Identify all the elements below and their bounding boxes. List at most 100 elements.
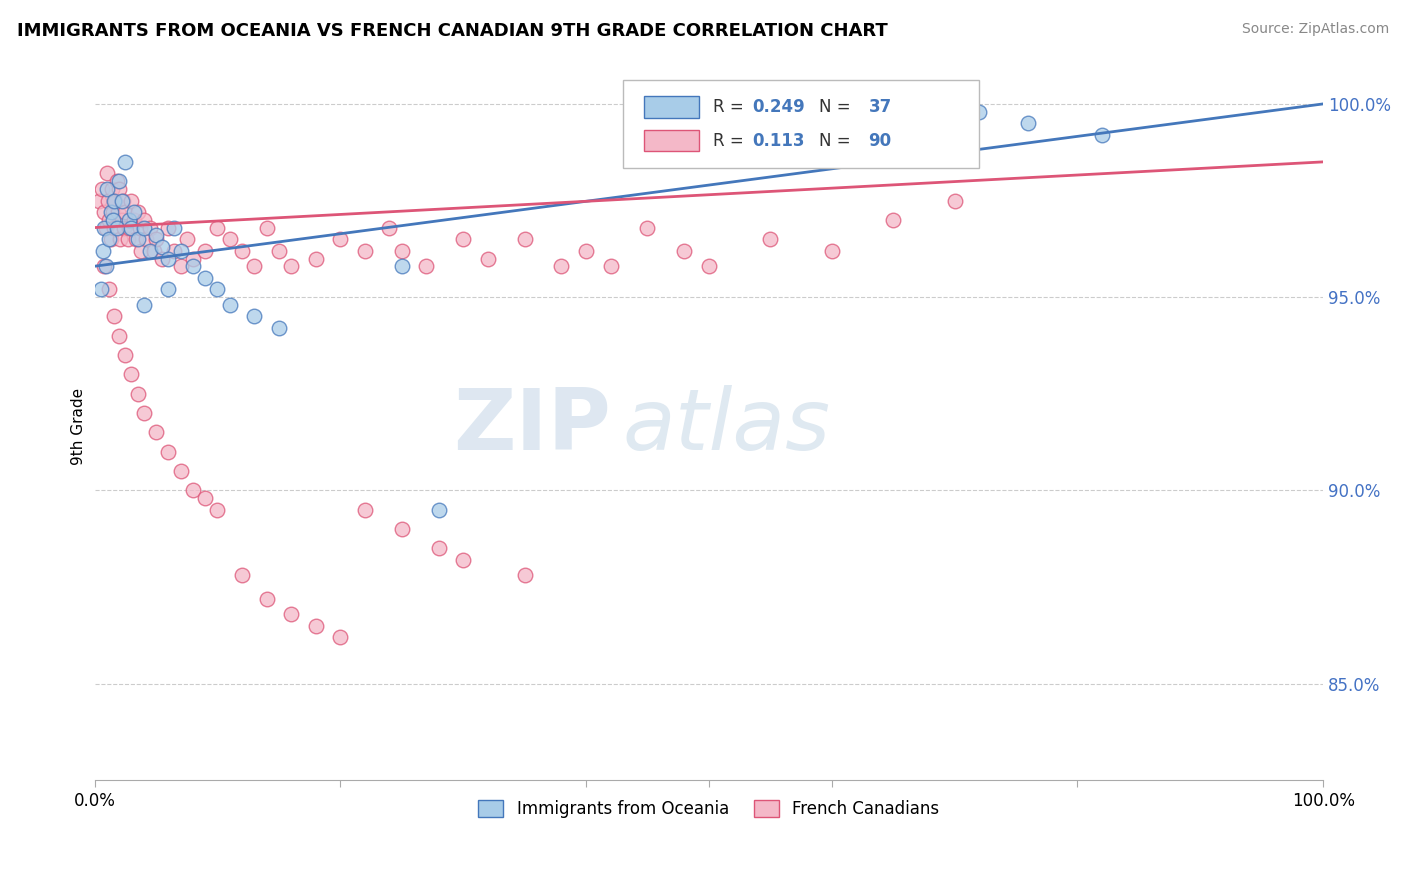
Point <box>194 270 217 285</box>
Point <box>427 541 450 556</box>
Point <box>821 244 844 258</box>
Point <box>118 212 141 227</box>
Point <box>103 194 125 208</box>
Text: 0.113: 0.113 <box>752 132 804 150</box>
Point <box>1017 116 1039 130</box>
Point <box>129 244 152 258</box>
Point <box>967 104 990 119</box>
Point <box>96 182 118 196</box>
Point <box>100 205 122 219</box>
Point <box>451 232 474 246</box>
Text: N =: N = <box>820 98 856 116</box>
Point <box>673 244 696 258</box>
Point <box>280 607 302 621</box>
Legend: Immigrants from Oceania, French Canadians: Immigrants from Oceania, French Canadian… <box>471 794 946 825</box>
Point <box>218 298 240 312</box>
Point <box>91 244 114 258</box>
Point <box>132 220 155 235</box>
Point <box>354 244 377 258</box>
Point <box>176 232 198 246</box>
Point <box>329 232 352 246</box>
Point <box>139 220 162 235</box>
Point <box>157 252 180 266</box>
Point <box>943 194 966 208</box>
Point <box>513 232 536 246</box>
Point <box>101 212 124 227</box>
Point <box>93 259 115 273</box>
Point <box>91 182 114 196</box>
Point <box>1091 128 1114 142</box>
Point <box>636 220 658 235</box>
Point <box>100 182 122 196</box>
Point <box>759 232 782 246</box>
Text: IMMIGRANTS FROM OCEANIA VS FRENCH CANADIAN 9TH GRADE CORRELATION CHART: IMMIGRANTS FROM OCEANIA VS FRENCH CANADI… <box>17 22 887 40</box>
Point <box>114 348 136 362</box>
Point <box>122 212 145 227</box>
Point <box>96 166 118 180</box>
FancyBboxPatch shape <box>623 80 979 169</box>
Point <box>163 220 186 235</box>
Point <box>104 194 127 208</box>
Point <box>697 259 720 273</box>
Point <box>329 630 352 644</box>
Text: 37: 37 <box>869 98 891 116</box>
Point <box>256 220 278 235</box>
Point <box>107 205 129 219</box>
Point <box>181 252 204 266</box>
Point <box>103 310 125 324</box>
Point <box>207 502 229 516</box>
Point <box>157 444 180 458</box>
Text: atlas: atlas <box>623 385 831 468</box>
Point <box>157 220 180 235</box>
Point <box>90 282 112 296</box>
Point <box>125 232 148 246</box>
Point <box>207 220 229 235</box>
Point <box>427 502 450 516</box>
Point <box>181 483 204 498</box>
Point <box>169 259 191 273</box>
Point <box>267 321 290 335</box>
Point <box>169 464 191 478</box>
Point <box>378 220 401 235</box>
Point <box>513 568 536 582</box>
Point <box>477 252 499 266</box>
Point <box>127 386 149 401</box>
Point <box>145 425 167 440</box>
Point <box>97 194 120 208</box>
Point <box>575 244 598 258</box>
Point <box>94 259 117 273</box>
Point <box>391 244 413 258</box>
Point <box>120 368 142 382</box>
Point <box>135 232 157 246</box>
Point <box>142 244 165 258</box>
Text: R =: R = <box>713 132 748 150</box>
Point <box>120 220 142 235</box>
Point <box>207 282 229 296</box>
Point <box>108 174 131 188</box>
Text: 90: 90 <box>869 132 891 150</box>
Point <box>305 252 328 266</box>
Point <box>169 244 191 258</box>
Point <box>110 194 132 208</box>
Point <box>157 282 180 296</box>
Point <box>101 205 124 219</box>
Point <box>181 259 204 273</box>
Point <box>98 212 121 227</box>
Point <box>243 259 266 273</box>
Point <box>415 259 437 273</box>
Point <box>105 174 128 188</box>
Point <box>391 522 413 536</box>
Text: N =: N = <box>820 132 856 150</box>
Point <box>93 220 115 235</box>
Text: 0.249: 0.249 <box>752 98 804 116</box>
Y-axis label: 9th Grade: 9th Grade <box>72 388 86 466</box>
Point <box>599 259 621 273</box>
Point <box>354 502 377 516</box>
Point <box>882 212 904 227</box>
Point <box>108 328 131 343</box>
Point <box>108 182 131 196</box>
Point <box>218 232 240 246</box>
Point <box>231 244 253 258</box>
Point <box>111 194 134 208</box>
Point <box>550 259 572 273</box>
